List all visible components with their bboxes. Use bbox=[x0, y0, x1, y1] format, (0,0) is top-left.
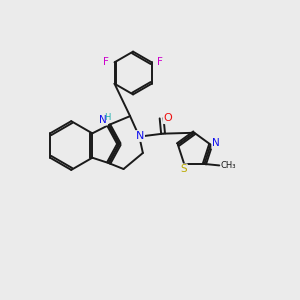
Text: S: S bbox=[180, 164, 187, 174]
Text: N: N bbox=[212, 138, 220, 148]
Text: N: N bbox=[100, 115, 107, 125]
Text: F: F bbox=[157, 57, 163, 67]
Text: O: O bbox=[164, 113, 172, 123]
Text: CH₃: CH₃ bbox=[220, 161, 236, 170]
Text: H: H bbox=[104, 113, 111, 122]
Text: N: N bbox=[136, 131, 144, 141]
Text: F: F bbox=[103, 57, 109, 67]
